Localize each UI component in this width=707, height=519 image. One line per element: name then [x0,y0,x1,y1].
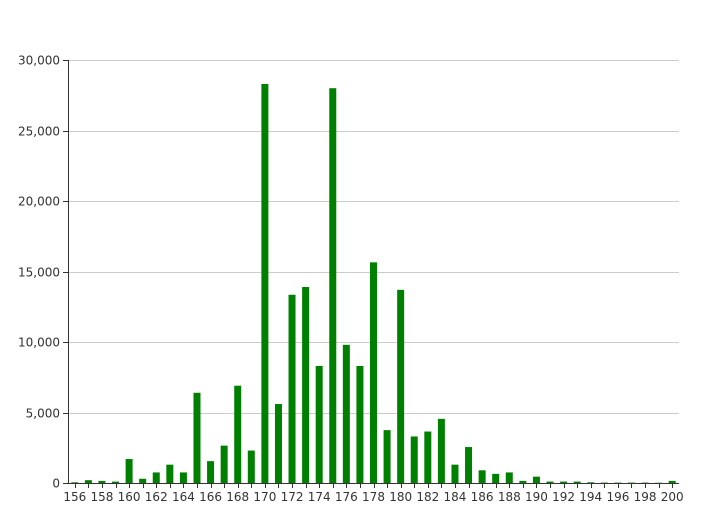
bar-188 [505,472,513,483]
bar-194 [587,482,595,483]
bar-166 [207,461,215,483]
x-tick-label: 174 [308,490,331,504]
bar-184 [451,464,459,483]
bar-160 [125,459,133,483]
bar-174 [315,365,323,483]
x-tick-label: 200 [661,490,684,504]
bar-167 [220,445,228,483]
bar-200 [668,480,676,483]
bar-165 [193,392,201,483]
bar-181 [410,436,418,483]
y-tick-label: 5,000 [26,407,60,421]
x-tick-label: 198 [634,490,657,504]
bar-162 [152,472,160,483]
y-tick-label: 30,000 [18,54,60,68]
bar-171 [274,404,282,483]
y-tick-label: 0 [52,477,60,491]
x-axis-tick-labels: 156 158 160 162 164 166 168 170 172 174 176 178 180 1… [63,490,683,504]
bar-158 [98,480,106,483]
bar-179 [383,430,391,484]
x-tick-label: 188 [498,490,521,504]
bar-159 [112,481,120,483]
bar-193 [573,481,581,483]
y-tick-label: 25,000 [18,125,60,139]
bar-163 [166,464,174,483]
x-tick-label: 184 [444,490,467,504]
bar-164 [179,472,187,483]
y-tick-label: 15,000 [18,266,60,280]
x-tick-label: 190 [525,490,548,504]
bar-191 [546,481,554,483]
x-tick-label: 162 [145,490,168,504]
bars [71,83,676,484]
bar-178 [370,262,377,483]
x-tick-label: 166 [199,490,222,504]
x-tick-label: 170 [253,490,276,504]
bar-192 [560,481,568,483]
x-tick-label: 196 [606,490,629,504]
x-tick-label: 186 [471,490,494,504]
x-tick-label: 192 [552,490,575,504]
x-tick-label: 178 [362,490,385,504]
x-tick-label: 176 [335,490,358,504]
bar-185 [465,447,473,483]
bar-175 [329,88,337,483]
bar-187 [492,473,500,483]
bar-172 [288,294,296,483]
x-tick-label: 158 [90,490,113,504]
y-tick-label: 10,000 [18,336,60,350]
x-tick-label: 160 [118,490,141,504]
bar-190 [532,476,540,483]
bar-161 [139,478,147,483]
axes [63,60,679,488]
bar-189 [519,480,527,483]
bar-177 [356,365,364,483]
x-tick-label: 182 [416,490,439,504]
bar-176 [342,344,350,483]
x-tick-label: 156 [63,490,86,504]
bar-180 [397,289,405,483]
bar-169 [247,450,255,483]
x-tick-label: 164 [172,490,195,504]
bar-168 [234,385,242,483]
x-tick-label: 194 [579,490,602,504]
x-tick-label: 168 [226,490,249,504]
bar-157 [84,480,92,483]
bar-156 [71,482,79,483]
x-tick-label: 180 [389,490,412,504]
bar-173 [302,287,310,483]
y-axis-tick-labels: 0 5,000 10,000 15,000 20,000 25,000 30,000 [18,54,60,491]
bar-183 [437,418,445,483]
bar-186 [478,470,486,483]
y-tick-label: 20,000 [18,195,60,209]
bar-182 [424,431,432,483]
bar-170 [261,83,269,483]
x-tick-label: 172 [281,490,304,504]
